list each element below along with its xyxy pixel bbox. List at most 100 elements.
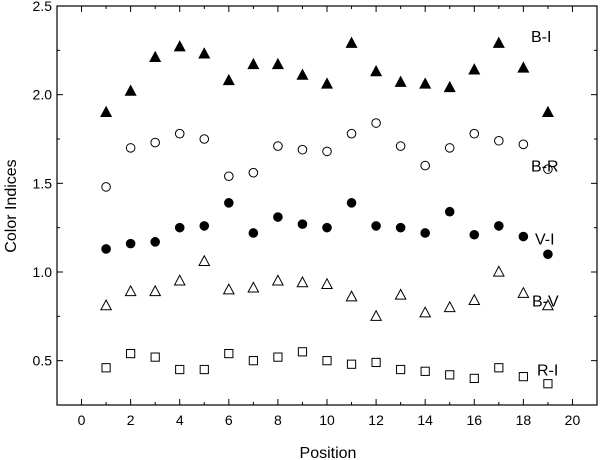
x-axis-title: Position [300, 445, 357, 460]
data-points [100, 36, 554, 389]
b-i-point [296, 68, 309, 80]
r-i-point [346, 359, 357, 369]
b-r-point [420, 160, 430, 171]
v-i-point [469, 229, 480, 240]
v-i-point [224, 198, 234, 208]
b-v-point [541, 299, 554, 311]
b-i-point [370, 64, 383, 77]
x-tick-label: 14 [417, 412, 433, 428]
y-tick-label: 1.5 [33, 175, 53, 191]
b-v-point [492, 265, 505, 277]
r-i-point [273, 352, 283, 362]
b-v-point [198, 254, 211, 266]
plot-frame [56, 5, 598, 406]
b-v-point [517, 286, 530, 298]
b-r-point [469, 128, 480, 139]
r-i-point [543, 379, 553, 389]
b-r-point [297, 144, 308, 155]
r-i-point [494, 363, 504, 373]
v-i-series-label: V-I [535, 231, 555, 248]
v-i-point [125, 238, 136, 249]
r-i-point [297, 347, 308, 357]
b-i-point [271, 57, 284, 70]
r-i-point [371, 357, 381, 368]
b-r-point [444, 143, 455, 153]
r-i-point [396, 364, 406, 375]
b-i-point [173, 40, 186, 52]
x-tick-label: 12 [368, 412, 384, 428]
v-i-point [395, 222, 406, 233]
v-i-point [297, 219, 308, 229]
v-i-point [444, 206, 455, 217]
b-i-point [443, 80, 456, 93]
b-v-point [124, 284, 137, 297]
y-tick-label: 2.5 [33, 0, 53, 14]
r-i-series-label: R-I [537, 363, 558, 380]
b-r-point [101, 182, 111, 192]
b-r-point [224, 171, 234, 182]
v-i-point [199, 221, 210, 231]
b-v-point [173, 274, 186, 286]
b-r-point [346, 128, 357, 139]
v-i-point [420, 228, 430, 238]
b-i-series-label: B-I [531, 29, 551, 46]
x-tick-label: 4 [176, 412, 184, 428]
b-i-point [541, 105, 554, 117]
b-r-point [248, 167, 259, 178]
r-i-point [150, 352, 160, 362]
v-i-point [322, 222, 332, 233]
b-v-point [443, 300, 456, 313]
b-v-point [370, 309, 383, 321]
axes [56, 5, 598, 406]
r-i-point [322, 356, 332, 366]
b-v-point [394, 288, 407, 300]
b-r-point [395, 141, 406, 151]
v-i-point [101, 244, 111, 254]
b-v-point [149, 284, 162, 297]
x-tick-label: 20 [565, 412, 581, 428]
b-i-point [247, 57, 260, 70]
v-i-point [150, 237, 160, 247]
b-i-point [222, 73, 235, 86]
v-i-point [518, 231, 529, 242]
b-r-point [371, 118, 381, 128]
b-r-point [494, 135, 504, 146]
b-r-point [174, 128, 185, 139]
r-i-point [420, 366, 430, 376]
b-r-point [322, 146, 332, 157]
y-tick-label: 1.0 [33, 264, 53, 280]
x-tick-label: 16 [466, 412, 482, 428]
v-i-point [346, 198, 357, 208]
b-i-point [320, 77, 334, 89]
r-i-point [126, 348, 136, 359]
r-i-point [224, 348, 234, 359]
v-i-point [494, 221, 504, 231]
x-tick-label: 0 [78, 412, 86, 428]
b-v-point [345, 290, 358, 302]
b-i-point [419, 77, 432, 89]
v-i-point [273, 212, 283, 222]
b-i-point [345, 36, 358, 48]
y-tick-label: 0.5 [33, 353, 53, 369]
b-v-point [100, 299, 113, 311]
b-i-point [468, 63, 481, 75]
b-v-point [271, 274, 284, 286]
v-i-point [248, 228, 259, 238]
v-i-point [174, 222, 185, 233]
x-tick-label: 2 [127, 412, 135, 428]
r-i-point [175, 364, 185, 375]
b-i-point [100, 105, 113, 117]
tick-marks [57, 5, 597, 406]
r-i-point [199, 364, 209, 375]
b-v-point [468, 293, 481, 305]
r-i-point [445, 370, 455, 380]
b-r-point [518, 139, 529, 150]
r-i-point [101, 363, 111, 373]
x-tick-label: 8 [274, 412, 282, 428]
x-tick-label: 6 [225, 412, 233, 428]
x-tick-label: 10 [319, 412, 335, 428]
b-v-point [222, 283, 235, 295]
b-v-point [296, 275, 309, 288]
